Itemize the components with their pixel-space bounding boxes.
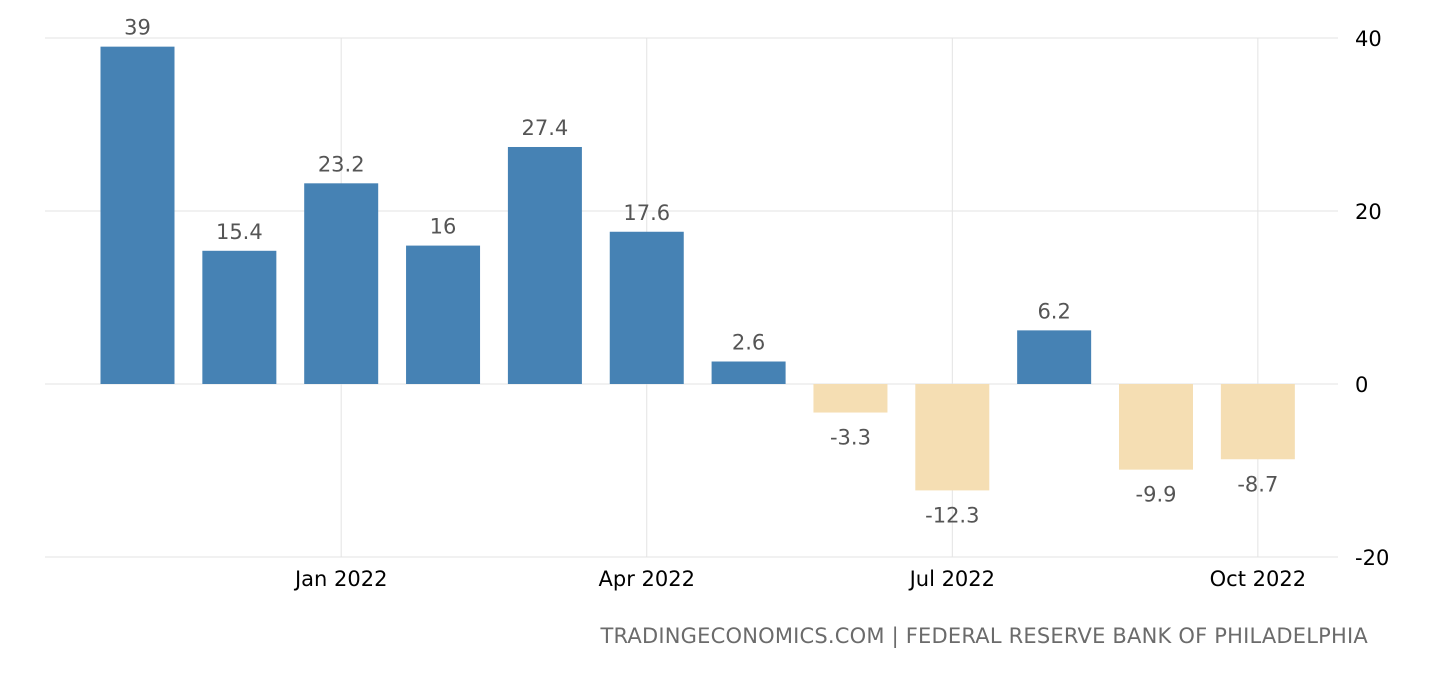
y-tick-label: 40 [1355, 27, 1382, 51]
data-label: 16 [430, 215, 457, 239]
y-tick-label: 0 [1355, 373, 1368, 397]
x-tick-label: Jul 2022 [908, 567, 995, 591]
bar-dec-2021 [202, 250, 277, 384]
bar-feb-2022 [406, 245, 481, 384]
bar-aug-2022 [1017, 330, 1092, 384]
data-label: 2.6 [732, 331, 765, 355]
x-tick-label: Oct 2022 [1210, 567, 1306, 591]
y-tick-label: 20 [1355, 200, 1382, 224]
data-label: -8.7 [1237, 472, 1278, 496]
bar-chart: 39 15.4 23.2 16 27.4 17.6 2.6 -3.3 -12.3 6.2 -9.9 -… [45, 16, 1389, 591]
bar-jul-2022 [915, 384, 990, 491]
data-label: 15.4 [216, 220, 263, 244]
x-tick-label: Jan 2022 [293, 567, 388, 591]
data-label: 27.4 [522, 116, 569, 140]
data-label: -12.3 [925, 503, 979, 527]
data-label: 23.2 [318, 152, 365, 176]
bar-apr-2022 [609, 231, 684, 384]
data-label: -3.3 [830, 426, 871, 450]
bar-jan-2022 [304, 183, 379, 384]
bar-may-2022 [711, 361, 786, 384]
data-label: 6.2 [1037, 299, 1070, 323]
bar-oct-2022 [1220, 384, 1295, 460]
y-tick-label: -20 [1355, 546, 1389, 570]
bar-sep-2022 [1119, 384, 1193, 470]
bar-jun-2022 [813, 384, 888, 413]
x-tick-label: Apr 2022 [599, 567, 695, 591]
data-label: 17.6 [623, 201, 670, 225]
data-labels-layer: 39 15.4 23.2 16 27.4 17.6 2.6 -3.3 -12.3 6.2 -9.9 -… [124, 16, 1278, 528]
x-axis: Jan 2022 Apr 2022 Jul 2022 Oct 2022 [293, 567, 1306, 591]
source-attribution: TRADINGECONOMICS.COM | FEDERAL RESERVE B… [600, 624, 1368, 648]
bar-mar-2022 [507, 146, 582, 384]
data-label: -9.9 [1136, 483, 1177, 507]
bars-layer [100, 46, 1295, 491]
bar-nov-2021 [100, 46, 175, 385]
y-axis: 40 20 0 -20 [1355, 27, 1389, 570]
data-label: 39 [124, 16, 151, 40]
